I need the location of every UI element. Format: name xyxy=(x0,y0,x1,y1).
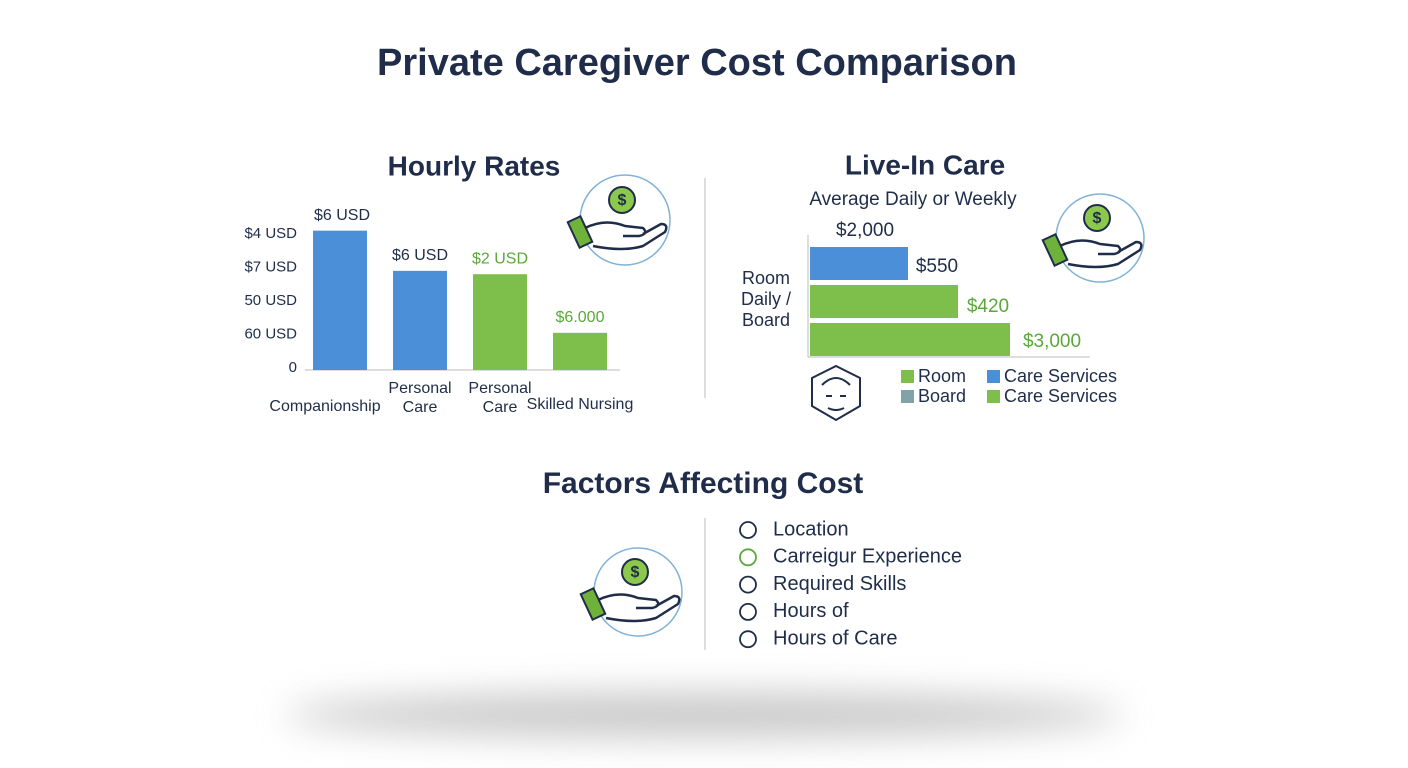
value-label: $3,000 xyxy=(1023,331,1081,352)
bar xyxy=(810,323,1010,356)
icon-coin xyxy=(608,186,636,214)
icons: $ $ $ xyxy=(566,174,1145,637)
legend-label: Board xyxy=(918,386,966,406)
value-label: $550 xyxy=(916,256,958,277)
chart-title: Hourly Rates xyxy=(388,150,561,181)
legend-swatch xyxy=(901,390,914,403)
bar xyxy=(810,285,958,318)
icon-hand xyxy=(584,221,668,251)
factor-item: Location xyxy=(773,518,849,540)
icon-cuff xyxy=(566,215,594,249)
value-label: $6.000 xyxy=(556,309,605,326)
icon-hand xyxy=(597,593,681,623)
bar xyxy=(810,247,908,280)
x-tick-label: Personal Care xyxy=(388,380,452,416)
bar xyxy=(313,230,367,370)
icon-face xyxy=(811,364,861,422)
item-icon xyxy=(739,548,757,567)
icon-dollar: $ xyxy=(618,192,627,209)
factor-item: Required Skills xyxy=(773,573,906,595)
item-icon xyxy=(739,521,757,539)
item-icon xyxy=(739,603,757,621)
chart-title: Live-In Care xyxy=(845,149,1005,180)
y-tick-label: 50 USD xyxy=(244,292,297,309)
icon-dollar: $ xyxy=(1093,210,1102,227)
x-tick-label: Personal Care xyxy=(468,380,532,416)
icon-cuff xyxy=(1041,233,1069,267)
factor-item: Carreigur Experience xyxy=(773,546,962,568)
value-label: $420 xyxy=(967,296,1009,317)
page-title: Private Caregiver Cost Comparison xyxy=(377,42,1017,84)
icon-hand xyxy=(1059,239,1143,269)
x-tick-label: Skilled Nursing xyxy=(526,396,634,413)
bar xyxy=(473,274,527,370)
legend-label: Room xyxy=(918,366,966,386)
chart-subtitle: Average Daily or Weekly xyxy=(809,189,1017,210)
y-category-label: Room Daily / Board xyxy=(740,268,791,330)
shadow xyxy=(284,693,1124,737)
item-icon xyxy=(739,575,757,594)
section-title: Factors Affecting Cost xyxy=(543,467,864,500)
bar xyxy=(553,332,607,370)
value-label: $6 USD xyxy=(392,247,448,264)
bar xyxy=(393,270,447,370)
y-tick-label: $4 USD xyxy=(244,225,297,242)
icon-coin xyxy=(1083,204,1111,232)
item-icon xyxy=(739,630,757,649)
legend-label: Care Services xyxy=(1004,366,1117,386)
legend-swatch xyxy=(987,370,1000,383)
legend-swatch xyxy=(987,390,1000,403)
value-label: $6 USD xyxy=(314,207,370,224)
x-tick-label: Companionship xyxy=(269,398,381,415)
factor-item: Hours of xyxy=(773,600,849,622)
icon-cuff xyxy=(579,587,607,621)
y-tick-label: 60 USD xyxy=(244,325,297,342)
y-tick-label: $7 USD xyxy=(244,258,297,275)
value-label: $2,000 xyxy=(836,220,894,241)
icon-dollar: $ xyxy=(631,564,640,581)
factor-item: Hours of Care xyxy=(773,627,898,649)
legend-swatch xyxy=(901,370,914,383)
y-tick-label: 0 xyxy=(289,359,297,376)
value-label: $2 USD xyxy=(472,250,528,267)
legend-label: Care Services xyxy=(1004,386,1117,406)
icon-coin xyxy=(621,558,649,586)
